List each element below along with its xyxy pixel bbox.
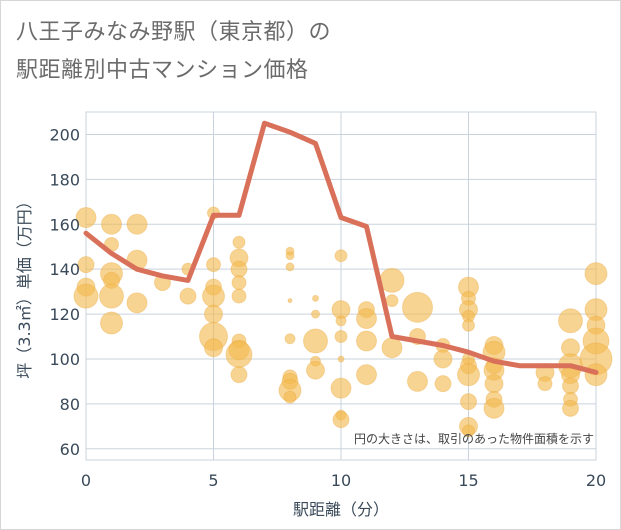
data-bubble (562, 399, 579, 417)
data-bubble (284, 333, 296, 345)
data-bubble (558, 308, 583, 334)
bubble-series (73, 206, 613, 438)
data-bubble (232, 235, 246, 249)
data-bubble (283, 390, 297, 404)
data-bubble (77, 256, 95, 274)
data-bubble (73, 283, 99, 309)
data-bubble (285, 251, 295, 261)
y-tick-label: 180 (49, 170, 80, 189)
data-bubble (402, 291, 433, 323)
data-bubble (75, 207, 97, 229)
data-bubble (385, 294, 399, 308)
data-bubble (337, 355, 345, 363)
data-bubble (179, 287, 197, 305)
data-bubble (99, 283, 124, 309)
data-bubble (204, 338, 223, 358)
data-bubble (356, 364, 377, 386)
data-bubble (335, 315, 347, 327)
data-bubble (100, 311, 123, 335)
chart-title-line1: 八王子みなみ野駅（東京都）の (16, 20, 332, 45)
data-bubble (287, 298, 293, 304)
data-bubble (407, 370, 428, 392)
data-bubble (457, 363, 480, 387)
data-bubble (334, 330, 348, 344)
x-axis-label: 駅距離（分） (293, 500, 389, 519)
data-bubble (484, 374, 504, 394)
y-tick-label: 80 (60, 395, 80, 414)
data-bubble (311, 309, 320, 319)
x-tick-labels: 0 5 10 15 20 (81, 471, 606, 490)
y-tick-label: 200 (49, 125, 80, 144)
x-tick-label: 0 (81, 471, 91, 490)
data-bubble (231, 288, 247, 304)
data-bubble (460, 393, 477, 411)
x-tick-label: 15 (458, 471, 478, 490)
data-bubble (285, 262, 295, 272)
data-bubble (206, 257, 221, 273)
x-tick-label: 5 (208, 471, 218, 490)
y-tick-label: 160 (49, 215, 80, 234)
data-bubble (562, 377, 579, 395)
data-bubble (381, 337, 403, 359)
data-bubble (101, 213, 122, 235)
data-bubble (433, 349, 453, 369)
data-bubble (334, 249, 348, 263)
data-bubble (225, 340, 253, 368)
y-tick-label: 120 (49, 305, 80, 324)
data-bubble (462, 424, 475, 438)
data-bubble (231, 275, 247, 291)
data-bubble (126, 213, 148, 235)
chart-title-line2: 駅距離別中古マンション価格 (16, 58, 309, 83)
data-bubble (126, 292, 148, 314)
data-bubble (204, 304, 223, 324)
data-bubble (356, 308, 377, 330)
data-bubble (537, 376, 553, 392)
data-bubble (306, 360, 325, 380)
data-bubble (434, 375, 452, 393)
data-bubble (584, 262, 608, 286)
average-price-line (83, 120, 599, 375)
data-bubble (303, 328, 328, 354)
x-tick-label: 20 (586, 471, 606, 490)
data-bubble (332, 411, 350, 429)
data-bubble (483, 397, 505, 419)
y-tick-labels: 60 80 100 120 140 160 180 200 (49, 125, 80, 458)
data-bubble (230, 260, 248, 278)
y-tick-label: 140 (49, 260, 80, 279)
x-tick-label: 10 (331, 471, 351, 490)
y-axis-label: 坪（3.3㎡）単価（万円） (15, 193, 34, 378)
data-bubble (379, 267, 405, 293)
data-bubble (462, 318, 475, 332)
data-bubble (230, 366, 248, 384)
data-bubble (202, 284, 225, 308)
bubble-size-note: 円の大きさは、取引のあった物件面積を示す (354, 431, 594, 446)
y-tick-label: 100 (49, 350, 80, 369)
data-bubble (330, 377, 352, 399)
data-bubble (356, 330, 377, 352)
y-tick-label: 60 (60, 440, 80, 459)
data-bubble (312, 294, 319, 302)
